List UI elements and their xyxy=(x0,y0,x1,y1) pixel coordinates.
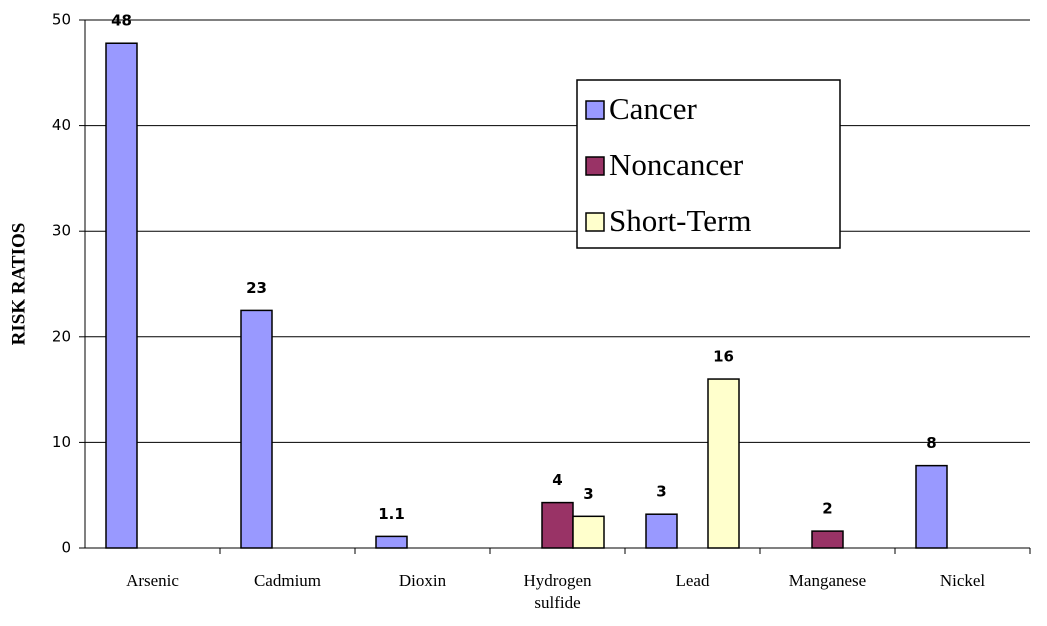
y-tick-label: 30 xyxy=(52,222,71,240)
y-axis-title: RISK RATIOS xyxy=(8,223,29,346)
data-label: 48 xyxy=(111,12,132,30)
data-label: 3 xyxy=(656,483,666,501)
x-tick-label: Arsenic xyxy=(126,571,179,590)
y-tick-label: 0 xyxy=(61,539,71,557)
bar xyxy=(541,501,574,549)
data-label: 2 xyxy=(822,500,832,518)
legend-box xyxy=(576,79,841,249)
legend-swatch xyxy=(585,156,605,176)
x-tick-label: Manganese xyxy=(788,571,867,590)
x-tick-label: Cadmium xyxy=(253,571,322,590)
legend-label: Short-Term xyxy=(609,203,751,238)
y-tick-label: 50 xyxy=(52,11,71,29)
y-tick-label: 40 xyxy=(52,116,71,134)
bar xyxy=(915,464,948,549)
x-tick-label: Dioxin xyxy=(398,571,447,590)
data-label: 4 xyxy=(552,471,562,489)
x-tick-label: Hydrogen sulfide xyxy=(523,571,592,612)
data-label: 16 xyxy=(713,348,734,366)
legend-swatch xyxy=(585,212,605,232)
x-tick-label: Lead xyxy=(675,571,710,590)
bar xyxy=(707,378,740,549)
bar xyxy=(105,42,138,549)
legend-swatch xyxy=(585,100,605,120)
bar xyxy=(645,513,678,549)
data-label: 23 xyxy=(246,279,267,297)
x-tick-label: Nickel xyxy=(939,571,986,590)
y-tick-label: 20 xyxy=(52,327,71,345)
bar xyxy=(240,309,273,549)
data-label: 8 xyxy=(926,434,936,452)
data-label: 1.1 xyxy=(378,505,405,523)
bar xyxy=(375,535,408,549)
legend-label: Noncancer xyxy=(609,147,744,182)
data-label: 3 xyxy=(583,485,593,503)
bar xyxy=(572,515,605,549)
bar xyxy=(811,530,844,549)
legend-label: Cancer xyxy=(609,91,697,126)
y-tick-label: 10 xyxy=(52,433,71,451)
